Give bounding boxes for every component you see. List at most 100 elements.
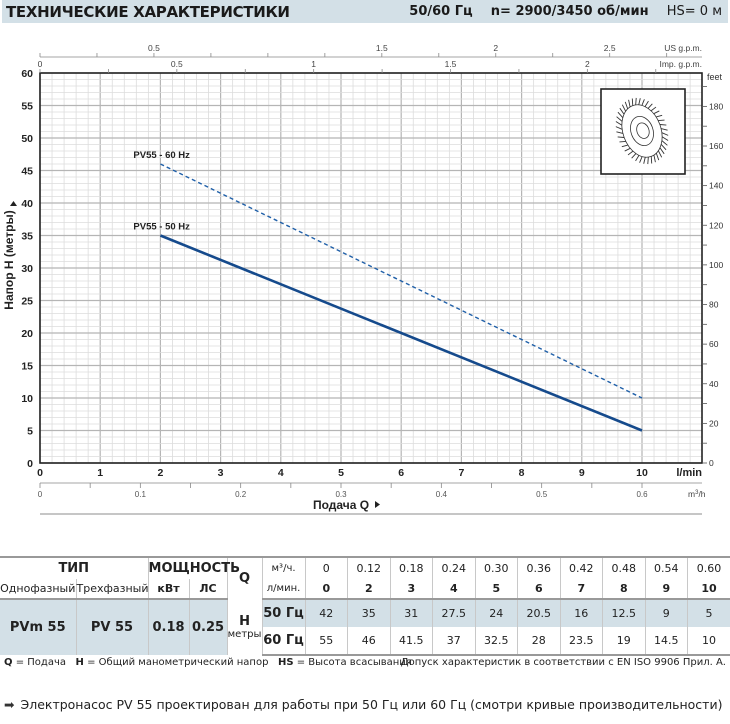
chart-grid <box>39 72 702 464</box>
y-tick-label: 15 <box>21 361 33 373</box>
impeller-blade <box>624 147 631 152</box>
m3h-tick-label: 0 <box>38 490 43 499</box>
h60-cell: 14.5 <box>645 627 689 656</box>
q-m3h-cell: 0 <box>305 557 349 579</box>
m3h-unit: м³/ч. <box>262 557 306 579</box>
m3h-tick-label: 0.4 <box>436 490 448 499</box>
h50-cell: 31 <box>390 599 434 627</box>
h60-cell: 19 <box>602 627 646 656</box>
hp-header: ЛС <box>189 579 228 600</box>
impeller-blade <box>653 110 660 115</box>
hp-value: 0.25 <box>189 599 228 655</box>
arrow-right-icon: ➡ <box>4 697 15 712</box>
q-m3h-cell: 0.36 <box>517 557 561 579</box>
arrow-up-icon <box>10 201 17 206</box>
impeller-blade <box>639 156 643 163</box>
x-tick-label: 8 <box>519 467 525 479</box>
feet-tick-label: 120 <box>709 220 723 230</box>
power-header: МОЩНОСТЬ <box>148 557 240 579</box>
h50-cell: 9 <box>645 599 689 627</box>
x-tick-label: 2 <box>157 467 163 479</box>
m3h-tick-label: 0.5 <box>536 490 548 499</box>
hz60-label: 60 Гц <box>262 627 306 656</box>
impeller-blade <box>650 106 657 112</box>
h60-cell: 55 <box>305 627 349 656</box>
impeller-blade <box>631 98 634 106</box>
impeller-blade <box>660 144 667 151</box>
spec-table: ТИП МОЩНОСТЬ Q м³/ч. 0 0.12 0.18 0.24 0.… <box>0 556 730 656</box>
imp-gpm-tick-label: 2 <box>585 59 590 69</box>
impeller-blade <box>661 132 669 136</box>
impeller-blade <box>616 116 623 122</box>
impeller-blade <box>641 99 645 106</box>
type-header: ТИП <box>0 557 149 579</box>
h-unit: метры <box>227 629 262 640</box>
series-label: PV55 - 60 Hz <box>133 150 190 161</box>
y-axis-title: Напор H (метры) <box>2 210 16 309</box>
legend-h-text: = Общий манометрический напор <box>87 657 269 668</box>
h60-cell: 46 <box>347 627 391 656</box>
q-m3h-cell: 0.18 <box>390 557 434 579</box>
frequency-label: 50/60 Гц <box>409 4 473 19</box>
impeller-blade <box>624 101 629 110</box>
series-line <box>160 163 643 399</box>
legend-q: Q <box>4 657 13 668</box>
model-single-phase: PVm 55 <box>0 599 77 655</box>
impeller-blade <box>656 114 663 118</box>
imp-gpm-tick-label: 0.5 <box>171 59 183 69</box>
h50-cell: 24 <box>475 599 519 627</box>
q-lmin-cell: 3 <box>390 579 434 600</box>
impeller-ring <box>621 104 663 158</box>
feet-tick-label: 0 <box>709 458 714 468</box>
h60-cell: 32.5 <box>475 627 519 656</box>
impeller-blade <box>628 99 631 108</box>
title-bar: ТЕХНИЧЕСКИЕ ХАРАКТЕРИСТИКИ 50/60 Гц n= 2… <box>2 0 728 23</box>
h60-cell: 23.5 <box>560 627 604 656</box>
series-label: PV55 - 50 Hz <box>133 222 190 233</box>
impeller-icon <box>600 88 686 175</box>
us-gpm-unit-label: US g.p.m. <box>664 43 702 53</box>
legend-h: H <box>75 657 84 668</box>
us-gpm-tick-label: 0.5 <box>148 43 160 53</box>
legend-hs: HS <box>277 657 294 668</box>
y-tick-label: 5 <box>27 426 33 438</box>
q-m3h-cell: 0.12 <box>347 557 391 579</box>
legend-hs-text: = Высота всасывания <box>296 657 412 668</box>
arrow-right-icon <box>375 501 380 508</box>
speed-label: n= 2900/3450 об/мин <box>490 4 649 19</box>
impeller-blade <box>650 156 653 164</box>
y-tick-label: 50 <box>21 133 33 145</box>
impeller-blade <box>659 147 665 155</box>
h50-cell: 16 <box>560 599 604 627</box>
q-lmin-cell: 7 <box>560 579 604 600</box>
impeller-blade <box>617 111 624 118</box>
y-tick-label: 20 <box>21 328 33 340</box>
q-m3h-cell: 0.24 <box>432 557 476 579</box>
impeller-bore <box>636 122 650 139</box>
feet-axis-label: feet <box>707 72 723 82</box>
impeller-blade <box>644 100 649 107</box>
footnote: ➡ Электронасос PV 55 проектирован для раб… <box>4 697 722 712</box>
h50-cell: 35 <box>347 599 391 627</box>
impeller-blade <box>619 107 625 115</box>
impeller-blade <box>661 140 668 146</box>
imp-gpm-tick-label: 1.5 <box>445 59 457 69</box>
x-axis-title: Подача Q <box>313 498 369 512</box>
impeller-blade <box>619 140 626 143</box>
q-label: Q <box>227 557 263 599</box>
h60-cell: 28 <box>517 627 561 656</box>
impeller-blade <box>621 144 628 148</box>
h50-cell: 12.5 <box>602 599 646 627</box>
imp-gpm-unit-label: Imp. g.p.m. <box>659 59 702 69</box>
impeller-blade <box>617 136 625 138</box>
x-unit-label: l/min <box>676 467 702 479</box>
h60-cell: 41.5 <box>390 627 434 656</box>
x-tick-label: 10 <box>636 467 648 479</box>
imp-gpm-tick-label: 0 <box>38 59 43 69</box>
us-gpm-tick-label: 1.5 <box>376 43 388 53</box>
imp-gpm-tick-label: 1 <box>311 59 316 69</box>
tolerance-note: Допуск характеристик в соответствии с EN… <box>400 657 726 668</box>
model-three-phase: PV 55 <box>76 599 149 655</box>
